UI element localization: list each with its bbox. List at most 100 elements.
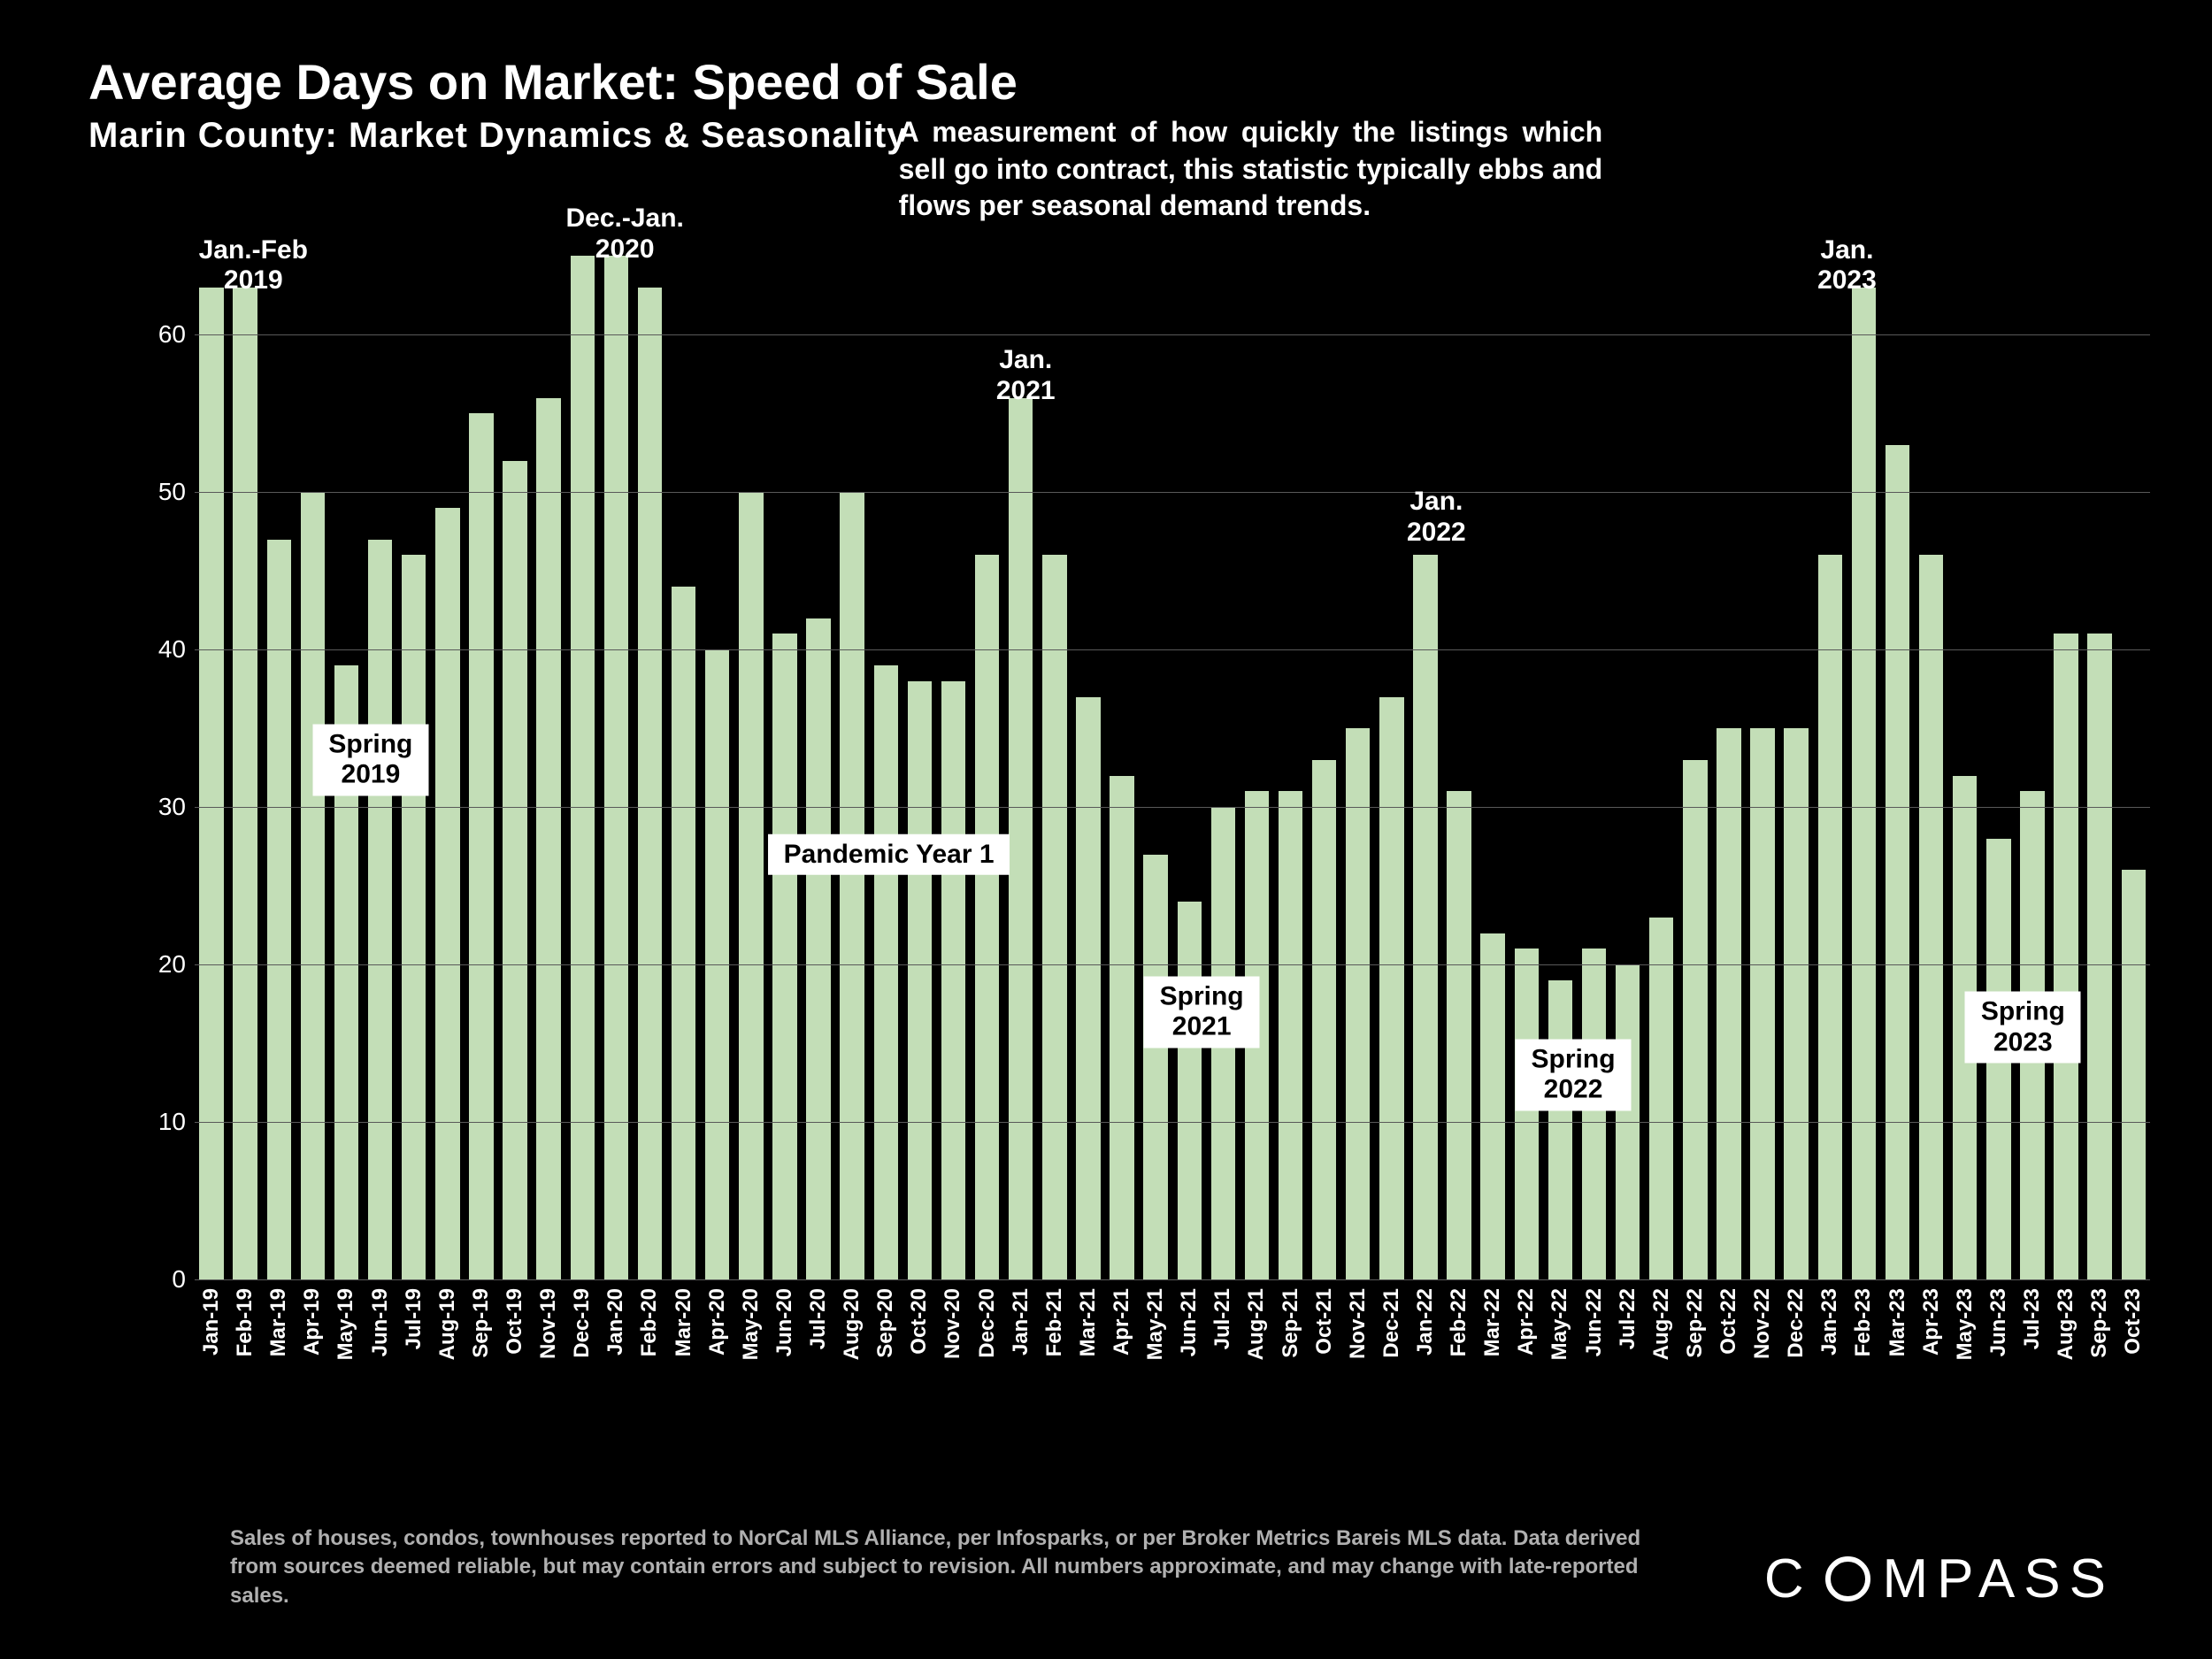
x-axis-label: Oct-23	[2121, 1279, 2146, 1355]
x-axis-label: Feb-21	[1042, 1279, 1067, 1356]
x-axis-label: Oct-22	[1717, 1279, 1741, 1355]
logo-o-icon	[1825, 1556, 1870, 1601]
x-axis-label: Dec-19	[570, 1279, 595, 1358]
bar	[199, 288, 223, 1279]
bar	[435, 508, 459, 1279]
bar	[840, 492, 864, 1279]
bar	[1919, 555, 1943, 1279]
bar-slot: Jan-23	[1813, 209, 1847, 1279]
bar	[1582, 949, 1606, 1279]
x-axis-label: Feb-20	[637, 1279, 662, 1356]
x-axis-label: Jan-21	[1009, 1279, 1033, 1356]
bar-slot: Oct-23	[2116, 209, 2150, 1279]
bar-slot: Nov-20	[936, 209, 970, 1279]
bar	[1447, 791, 1471, 1279]
bar-slot: Mar-21	[1071, 209, 1105, 1279]
annotation-label: Jan.2023	[1817, 235, 1877, 303]
bar	[1346, 728, 1370, 1279]
bar-slot: Dec-19	[565, 209, 599, 1279]
x-axis-label: Mar-23	[1886, 1279, 1910, 1356]
grid-line	[195, 649, 2150, 650]
x-axis-label: Sep-20	[873, 1279, 898, 1358]
bar-slot: Feb-19	[228, 209, 262, 1279]
bar	[1312, 760, 1336, 1279]
x-axis-label: Jun-22	[1582, 1279, 1607, 1356]
annotation-box: Spring2022	[1516, 1039, 1632, 1110]
bar	[1852, 288, 1876, 1279]
x-axis-label: Jul-22	[1616, 1279, 1640, 1349]
bar	[301, 492, 325, 1279]
bar-slot: Nov-19	[532, 209, 565, 1279]
bar	[806, 618, 830, 1279]
x-axis-label: Mar-19	[266, 1279, 291, 1356]
bar-slot: May-23	[1948, 209, 1982, 1279]
x-axis-label: May-20	[739, 1279, 764, 1360]
bar-slot: Feb-20	[633, 209, 666, 1279]
grid-line	[195, 334, 2150, 335]
bar-slot: Aug-23	[2049, 209, 2083, 1279]
bar	[402, 555, 426, 1279]
grid-line	[195, 1279, 2150, 1280]
bar	[2122, 870, 2146, 1279]
chart-description: A measurement of how quickly the listing…	[899, 114, 1603, 225]
x-axis-label: Mar-20	[672, 1279, 696, 1356]
bar-slot: Jul-21	[1206, 209, 1240, 1279]
x-axis-label: Nov-19	[536, 1279, 561, 1359]
bar-slot: Apr-21	[1105, 209, 1139, 1279]
x-axis-label: Jun-21	[1177, 1279, 1202, 1356]
bar	[2054, 634, 2078, 1279]
x-axis-label: Nov-21	[1346, 1279, 1371, 1359]
x-axis-label: Apr-21	[1110, 1279, 1134, 1356]
x-axis-label: Apr-23	[1919, 1279, 1944, 1356]
bar-slot: Dec-22	[1779, 209, 1813, 1279]
bar	[469, 413, 493, 1279]
x-axis-label: Jan-19	[199, 1279, 224, 1356]
bar	[2087, 634, 2111, 1279]
bar	[1009, 398, 1033, 1279]
y-axis-label: 20	[133, 950, 186, 979]
annotation-label: Jan.-Feb2019	[199, 235, 308, 303]
bar	[1379, 697, 1403, 1279]
bar	[1042, 555, 1066, 1279]
bar	[638, 288, 662, 1279]
bar-slot: Oct-22	[1712, 209, 1746, 1279]
bar-slot: Nov-22	[1746, 209, 1779, 1279]
x-axis-label: Jul-23	[2020, 1279, 2045, 1349]
x-axis-label: Jun-19	[368, 1279, 393, 1356]
bar-slot: Oct-21	[1308, 209, 1341, 1279]
bar-slot: Jun-21	[1172, 209, 1206, 1279]
bar-slot: Sep-21	[1274, 209, 1308, 1279]
x-axis-label: Feb-23	[1851, 1279, 1876, 1356]
bar	[503, 461, 526, 1279]
bar	[1717, 728, 1740, 1279]
bar	[1178, 902, 1202, 1279]
bar-slot: Aug-21	[1240, 209, 1273, 1279]
bar-slot: Apr-20	[701, 209, 734, 1279]
bar	[536, 398, 560, 1279]
bar-slot: Mar-20	[667, 209, 701, 1279]
bar-slot: Mar-19	[262, 209, 296, 1279]
x-axis-label: Dec-22	[1784, 1279, 1809, 1358]
x-axis-label: Jan-23	[1817, 1279, 1842, 1356]
bar-slot: Mar-22	[1476, 209, 1509, 1279]
footer-text: Sales of houses, condos, townhouses repo…	[230, 1525, 1646, 1610]
bar-slot: Feb-22	[1442, 209, 1476, 1279]
bar	[1784, 728, 1808, 1279]
bar-slot: Sep-19	[465, 209, 498, 1279]
bar	[1683, 760, 1707, 1279]
x-axis-label: Sep-21	[1279, 1279, 1303, 1358]
x-axis-label: Mar-21	[1076, 1279, 1101, 1356]
bar-slot: Jul-20	[802, 209, 835, 1279]
bar-slot: Sep-23	[2083, 209, 2116, 1279]
bar	[739, 492, 763, 1279]
plot-area: Jan-19Feb-19Mar-19Apr-19May-19Jun-19Jul-…	[195, 209, 2150, 1279]
x-axis-label: Jun-23	[1986, 1279, 2011, 1356]
annotation-box: Pandemic Year 1	[768, 833, 1010, 875]
bar	[233, 288, 257, 1279]
bar-slot: Jan-19	[195, 209, 228, 1279]
bar-slot: Jun-22	[1577, 209, 1610, 1279]
bar	[1076, 697, 1100, 1279]
bar	[1818, 555, 1842, 1279]
annotation-box: Spring2023	[1965, 992, 2081, 1064]
bar	[604, 256, 628, 1279]
